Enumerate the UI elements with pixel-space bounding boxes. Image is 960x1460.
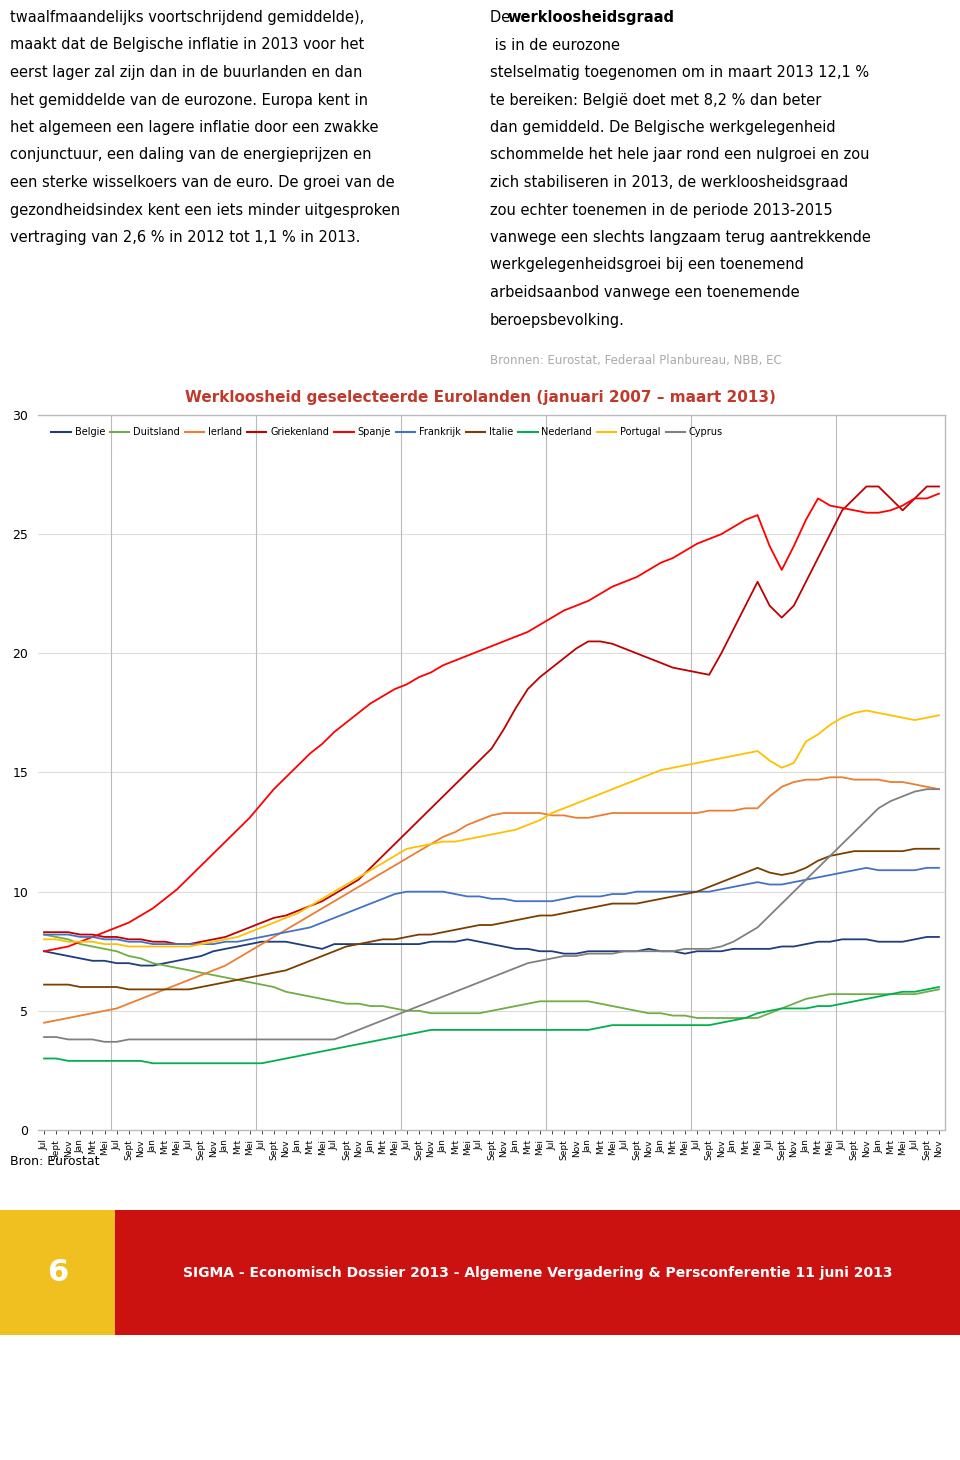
Text: te bereiken: België doet met 8,2 % dan beter: te bereiken: België doet met 8,2 % dan b… bbox=[490, 92, 822, 108]
Text: zich stabiliseren in 2013, de werkloosheidsgraad: zich stabiliseren in 2013, de werklooshe… bbox=[490, 175, 849, 190]
Text: gezondheidsindex kent een iets minder uitgesproken: gezondheidsindex kent een iets minder ui… bbox=[10, 203, 400, 218]
Text: stelselmatig toegenomen om in maart 2013 12,1 %: stelselmatig toegenomen om in maart 2013… bbox=[490, 66, 869, 80]
Text: werkgelegenheidsgroei bij een toenemend: werkgelegenheidsgroei bij een toenemend bbox=[490, 257, 804, 273]
Text: het gemiddelde van de eurozone. Europa kent in: het gemiddelde van de eurozone. Europa k… bbox=[10, 92, 368, 108]
Text: Werkloosheid geselecteerde Eurolanden (januari 2007 – maart 2013): Werkloosheid geselecteerde Eurolanden (j… bbox=[184, 390, 776, 404]
Text: maakt dat de Belgische inflatie in 2013 voor het: maakt dat de Belgische inflatie in 2013 … bbox=[10, 38, 364, 53]
Text: eerst lager zal zijn dan in de buurlanden en dan: eerst lager zal zijn dan in de buurlande… bbox=[10, 66, 362, 80]
Legend: Belgie, Duitsland, Ierland, Griekenland, Spanje, Frankrijk, Italie, Nederland, P: Belgie, Duitsland, Ierland, Griekenland,… bbox=[47, 423, 727, 441]
Text: conjunctuur, een daling van de energieprijzen en: conjunctuur, een daling van de energiepr… bbox=[10, 147, 372, 162]
Text: vertraging van 2,6 % in 2012 tot 1,1 % in 2013.: vertraging van 2,6 % in 2012 tot 1,1 % i… bbox=[10, 231, 360, 245]
Text: werkloosheidsgraad: werkloosheidsgraad bbox=[507, 10, 674, 25]
Text: Bron: Eurostat: Bron: Eurostat bbox=[10, 1155, 100, 1168]
Text: beroepsbevolking.: beroepsbevolking. bbox=[490, 312, 625, 327]
Text: het algemeen een lagere inflatie door een zwakke: het algemeen een lagere inflatie door ee… bbox=[10, 120, 378, 134]
Bar bbox=[0, 1210, 115, 1334]
Text: dan gemiddeld. De Belgische werkgelegenheid: dan gemiddeld. De Belgische werkgelegenh… bbox=[490, 120, 835, 134]
Text: 6: 6 bbox=[47, 1259, 68, 1288]
Text: een sterke wisselkoers van de euro. De groei van de: een sterke wisselkoers van de euro. De g… bbox=[10, 175, 395, 190]
Text: schommelde het hele jaar rond een nulgroei en zou: schommelde het hele jaar rond een nulgro… bbox=[490, 147, 870, 162]
Text: twaalfmaandelijks voortschrijdend gemiddelde),: twaalfmaandelijks voortschrijdend gemidd… bbox=[10, 10, 364, 25]
Text: zou echter toenemen in de periode 2013-2015: zou echter toenemen in de periode 2013-2… bbox=[490, 203, 832, 218]
Text: arbeidsaanbod vanwege een toenemende: arbeidsaanbod vanwege een toenemende bbox=[490, 285, 800, 299]
Text: Bronnen: Eurostat, Federaal Planbureau, NBB, EC: Bronnen: Eurostat, Federaal Planbureau, … bbox=[490, 353, 781, 366]
Text: vanwege een slechts langzaam terug aantrekkende: vanwege een slechts langzaam terug aantr… bbox=[490, 231, 871, 245]
Text: De: De bbox=[490, 10, 515, 25]
Text: is in de eurozone: is in de eurozone bbox=[490, 38, 620, 53]
Text: SIGMA - Economisch Dossier 2013 - Algemene Vergadering & Persconferentie 11 juni: SIGMA - Economisch Dossier 2013 - Algeme… bbox=[182, 1266, 892, 1279]
